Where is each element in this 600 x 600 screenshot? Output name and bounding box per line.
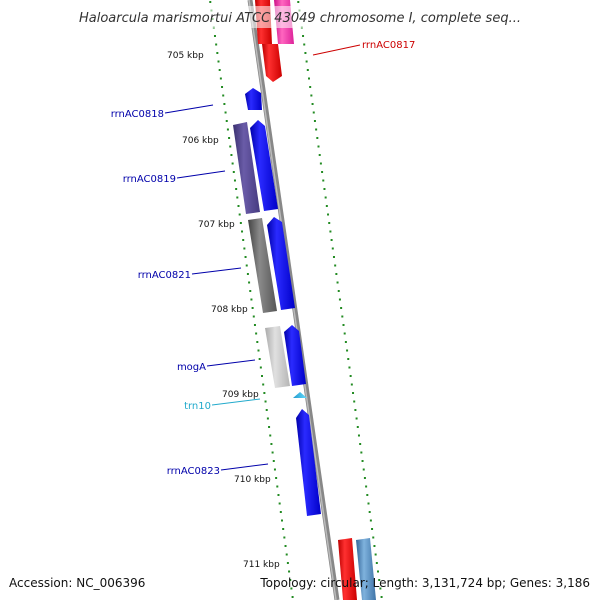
- gene-lightgray-mogA[interactable]: [265, 326, 290, 388]
- gene-rrnAC0818[interactable]: [245, 88, 262, 110]
- kbp-label: 710 kbp: [234, 475, 271, 485]
- gene-label-rrnAC0821[interactable]: rrnAC0821: [138, 270, 191, 281]
- gene-label-rrnAC0819[interactable]: rrnAC0819: [123, 174, 176, 185]
- gene-trn10[interactable]: [293, 392, 307, 398]
- gene-gray-0821[interactable]: [248, 218, 277, 313]
- gene-label-rrnAC0818[interactable]: rrnAC0818: [111, 109, 164, 120]
- gene-rrnAC0819[interactable]: [250, 120, 278, 211]
- gene-labels: rrnAC0817 rrnAC0818 rrnAC0819 rrnAC0821 …: [111, 40, 416, 477]
- gene-label-rrnAC0823[interactable]: rrnAC0823: [167, 466, 220, 477]
- kbp-label: 709 kbp: [222, 390, 259, 400]
- gene-label-trn10[interactable]: trn10: [184, 401, 211, 412]
- kbp-label: 705 kbp: [167, 51, 204, 61]
- gene-label-rrnAC0817[interactable]: rrnAC0817: [362, 40, 415, 51]
- kbp-label: 706 kbp: [182, 136, 219, 146]
- gene-rrnAC0821[interactable]: [267, 217, 295, 310]
- gene-label-mogA[interactable]: mogA: [177, 362, 206, 373]
- gene-mogA[interactable]: [284, 325, 306, 386]
- leader-lines: [164, 44, 361, 471]
- gene-features: [233, 0, 376, 600]
- gene-red-bottom[interactable]: [338, 538, 357, 600]
- kbp-labels: 705 kbp 706 kbp 707 kbp 708 kbp 709 kbp …: [167, 51, 280, 570]
- kbp-label: 707 kbp: [198, 220, 235, 230]
- topology-text: Topology: circular; Length: 3,131,724 bp…: [259, 576, 590, 590]
- kbp-label: 711 kbp: [243, 560, 280, 570]
- gene-purple-0819[interactable]: [233, 122, 260, 214]
- map-title: Haloarcula marismortui ATCC 43049 chromo…: [79, 11, 521, 26]
- accession-text: Accession: NC_006396: [9, 576, 145, 590]
- gene-rrnAC0823[interactable]: [296, 409, 321, 516]
- gene-steel-bottom[interactable]: [356, 538, 376, 600]
- kbp-label: 708 kbp: [211, 305, 248, 315]
- gene-rrnAC0817[interactable]: [262, 44, 282, 82]
